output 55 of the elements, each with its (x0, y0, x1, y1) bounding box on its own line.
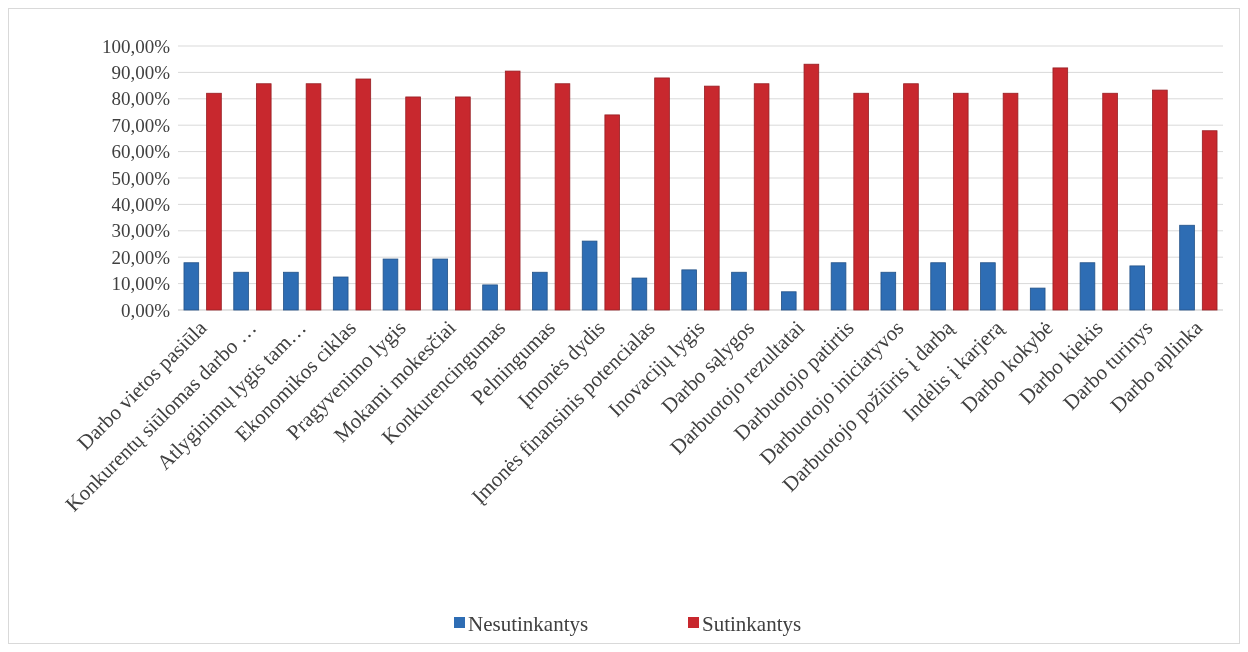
bar (554, 83, 571, 311)
y-tick-label: 10,00% (111, 273, 171, 295)
bar (283, 271, 299, 311)
bar (1029, 287, 1046, 311)
y-tick-label: 40,00% (111, 194, 171, 216)
bar (504, 70, 521, 311)
y-tick-label: 60,00% (111, 141, 171, 163)
bar (853, 92, 869, 311)
bar (255, 83, 272, 311)
legend-label: Sutinkantys (702, 612, 802, 637)
bar (731, 271, 747, 311)
bar (930, 262, 946, 311)
bar (1152, 89, 1168, 311)
bar (880, 271, 897, 311)
bar (206, 92, 222, 311)
bar (1079, 262, 1096, 311)
bar (532, 271, 548, 311)
bar (183, 262, 200, 311)
bar (405, 96, 421, 311)
bar (1201, 130, 1218, 311)
bar (681, 269, 697, 311)
bar (903, 83, 919, 311)
bar (781, 291, 797, 311)
bar (455, 96, 471, 311)
y-tick-label: 90,00% (111, 62, 171, 84)
y-tick-label: 0,00% (120, 299, 171, 321)
bar (980, 262, 996, 311)
bar (233, 271, 249, 311)
bar (382, 258, 399, 311)
bar (704, 85, 720, 311)
y-tick-label: 30,00% (111, 220, 171, 242)
bar (631, 277, 648, 311)
bar (830, 262, 847, 311)
bar (482, 284, 498, 311)
bar (432, 258, 449, 311)
bar (604, 114, 620, 311)
bar (654, 77, 670, 311)
bar (1002, 92, 1019, 311)
bar (1179, 224, 1195, 311)
legend-label: Nesutinkantys (468, 612, 589, 637)
y-tick-label: 50,00% (111, 167, 171, 189)
bar (332, 276, 349, 311)
bar (1052, 67, 1069, 311)
bar (1102, 92, 1118, 311)
bar (952, 92, 969, 311)
bar (803, 63, 820, 311)
bar (753, 83, 770, 311)
y-tick-label: 70,00% (111, 114, 171, 136)
bar (305, 83, 322, 311)
bar (355, 78, 372, 311)
bar (581, 240, 598, 311)
y-tick-label: 80,00% (111, 88, 171, 110)
bar (1129, 265, 1146, 311)
y-tick-label: 100,00% (101, 35, 171, 57)
y-tick-label: 20,00% (111, 246, 171, 268)
